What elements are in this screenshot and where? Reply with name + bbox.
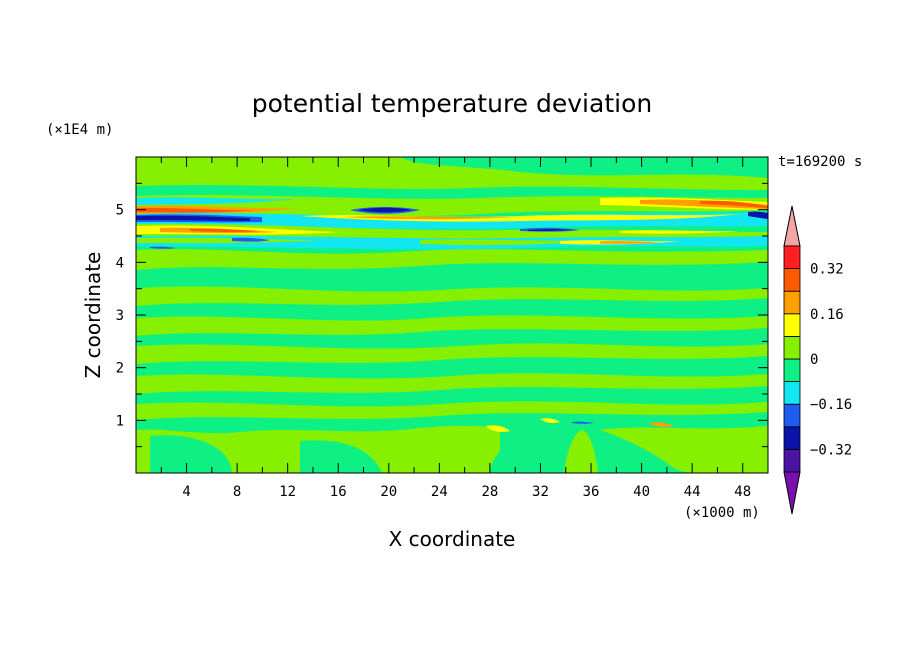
y-tick-label: 4 <box>116 255 124 271</box>
colorbar-tick-label: −0.16 <box>810 397 852 413</box>
x-tick-label: 8 <box>233 484 241 500</box>
colorbar-swatch <box>783 358 801 383</box>
x-tick-label: 12 <box>279 484 296 500</box>
x-tick-label: 24 <box>431 484 448 500</box>
colorbar-tick-label: −0.32 <box>810 442 852 458</box>
y-tick-label: 2 <box>116 361 124 377</box>
y-tick-label: 3 <box>116 308 124 324</box>
colorbar-swatch <box>783 403 801 428</box>
x-unit-label: (×1000 m) <box>684 505 760 521</box>
x-tick-label: 44 <box>684 484 701 500</box>
x-tick-label: 32 <box>532 484 549 500</box>
x-axis-label: X coordinate <box>389 527 516 551</box>
colorbar-swatch <box>783 290 801 315</box>
x-tick-label: 4 <box>182 484 190 500</box>
colorbar-swatch <box>783 448 801 473</box>
y-axis-label: Z coordinate <box>81 252 105 379</box>
colorbar-tick-label: 0.16 <box>810 307 844 323</box>
x-tick-label: 36 <box>583 484 600 500</box>
colorbar: 0.32 0.16 0 −0.16 −0.32 <box>783 205 852 515</box>
y-tick-label: 5 <box>116 203 124 219</box>
x-tick-label: 28 <box>481 484 498 500</box>
x-tick-label: 20 <box>380 484 397 500</box>
colorbar-tick-label: 0.32 <box>810 262 844 278</box>
x-axis: 4 8 12 16 20 24 28 32 36 40 44 48 <box>160 157 751 500</box>
x-tick-label: 48 <box>734 484 751 500</box>
plot-area <box>135 156 769 474</box>
colorbar-swatch <box>783 313 801 337</box>
colorbar-swatch <box>783 335 801 360</box>
colorbar-swatch <box>783 426 801 450</box>
colorbar-swatch <box>783 268 801 292</box>
colorbar-swatch <box>783 381 801 405</box>
y-axis: 1 2 3 4 5 <box>116 182 768 448</box>
x-tick-label: 16 <box>330 484 347 500</box>
colorbar-tick-label: 0 <box>810 352 818 368</box>
colorbar-swatch <box>783 245 801 270</box>
y-unit-label: (×1E4 m) <box>46 122 113 138</box>
chart-title: potential temperature deviation <box>252 89 652 118</box>
x-tick-label: 40 <box>633 484 650 500</box>
time-label: t=169200 s <box>778 154 862 170</box>
y-tick-label: 1 <box>116 413 124 429</box>
upper-layers <box>136 185 768 250</box>
